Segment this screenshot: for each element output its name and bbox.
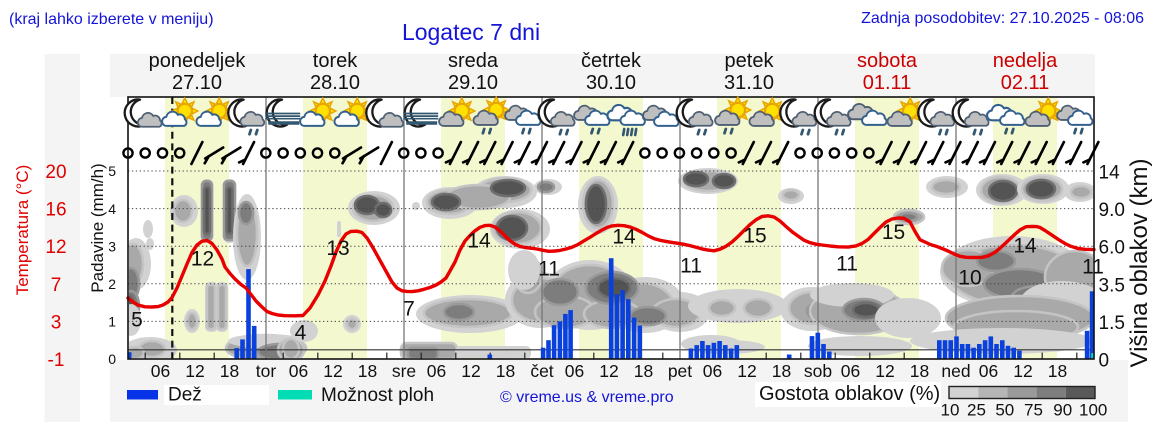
svg-text:18: 18 xyxy=(220,361,239,381)
svg-text:čet: čet xyxy=(530,361,553,381)
svg-text:31.10: 31.10 xyxy=(724,72,774,94)
svg-text:18: 18 xyxy=(910,361,929,381)
svg-text:7: 7 xyxy=(51,275,62,296)
svg-text:27.10: 27.10 xyxy=(172,72,222,94)
svg-text:14: 14 xyxy=(612,225,636,248)
svg-text:12: 12 xyxy=(461,361,480,381)
svg-text:06: 06 xyxy=(151,361,170,381)
svg-text:12: 12 xyxy=(737,361,756,381)
svg-text:16: 16 xyxy=(45,200,66,221)
svg-text:6.0: 6.0 xyxy=(1099,238,1125,259)
svg-text:4: 4 xyxy=(108,201,116,217)
svg-text:15: 15 xyxy=(743,224,766,247)
svg-text:1: 1 xyxy=(108,314,116,330)
svg-text:petek: petek xyxy=(725,50,775,72)
svg-text:4: 4 xyxy=(295,321,307,344)
svg-text:sreda: sreda xyxy=(448,50,499,72)
svg-text:11: 11 xyxy=(680,254,702,277)
svg-text:sobota: sobota xyxy=(857,50,918,72)
svg-text:© vreme.us & vreme.pro: © vreme.us & vreme.pro xyxy=(500,389,674,406)
svg-text:Višina oblakov (km): Višina oblakov (km) xyxy=(1126,159,1152,368)
svg-text:12: 12 xyxy=(45,237,66,258)
svg-text:0: 0 xyxy=(1099,351,1110,372)
svg-text:75: 75 xyxy=(1024,401,1043,420)
svg-text:25: 25 xyxy=(967,401,986,420)
svg-text:sre: sre xyxy=(392,361,416,381)
svg-text:12: 12 xyxy=(875,361,894,381)
svg-text:29.10: 29.10 xyxy=(448,72,498,94)
svg-text:Temperatura (°C): Temperatura (°C) xyxy=(13,165,32,296)
svg-text:Zadnja posodobitev: 27.10.2025: Zadnja posodobitev: 27.10.2025 - 08:06 xyxy=(861,10,1144,27)
svg-text:Logatec 7 dni: Logatec 7 dni xyxy=(402,19,540,45)
svg-text:Gostota oblakov (%): Gostota oblakov (%) xyxy=(759,383,940,405)
svg-text:nedelja: nedelja xyxy=(993,50,1058,72)
svg-text:18: 18 xyxy=(634,361,653,381)
svg-text:06: 06 xyxy=(427,361,446,381)
svg-text:14: 14 xyxy=(467,229,491,252)
svg-text:11: 11 xyxy=(538,257,560,280)
svg-text:10: 10 xyxy=(941,401,960,420)
svg-text:7: 7 xyxy=(403,297,415,320)
svg-text:06: 06 xyxy=(841,361,860,381)
svg-text:06: 06 xyxy=(703,361,722,381)
svg-text:torek: torek xyxy=(313,50,358,72)
svg-text:18: 18 xyxy=(358,361,377,381)
svg-text:18: 18 xyxy=(496,361,515,381)
svg-text:18: 18 xyxy=(1048,361,1067,381)
svg-text:06: 06 xyxy=(289,361,308,381)
svg-text:28.10: 28.10 xyxy=(310,72,360,94)
svg-text:-1: -1 xyxy=(48,350,65,371)
svg-text:Možnost ploh: Možnost ploh xyxy=(321,385,434,406)
svg-text:12: 12 xyxy=(1013,361,1032,381)
svg-text:3.5: 3.5 xyxy=(1099,275,1125,296)
svg-text:15: 15 xyxy=(882,221,905,244)
svg-text:tor: tor xyxy=(256,361,277,381)
svg-text:pet: pet xyxy=(668,361,692,381)
svg-text:3: 3 xyxy=(51,312,62,333)
svg-text:50: 50 xyxy=(995,401,1014,420)
svg-text:9.0: 9.0 xyxy=(1099,200,1125,221)
svg-text:12: 12 xyxy=(191,247,214,270)
svg-text:06: 06 xyxy=(565,361,584,381)
svg-text:sob: sob xyxy=(804,361,832,381)
svg-text:90: 90 xyxy=(1053,401,1072,420)
svg-text:(kraj lahko izberete v meniju): (kraj lahko izberete v meniju) xyxy=(9,11,214,28)
svg-text:1.5: 1.5 xyxy=(1099,313,1125,334)
svg-text:0: 0 xyxy=(108,351,116,367)
svg-text:Dež: Dež xyxy=(168,385,202,406)
svg-text:11: 11 xyxy=(1082,255,1104,278)
svg-text:13: 13 xyxy=(326,237,349,260)
svg-text:18: 18 xyxy=(772,361,791,381)
svg-text:Padavine (mm/h): Padavine (mm/h) xyxy=(88,163,107,292)
svg-text:2: 2 xyxy=(108,276,116,292)
svg-text:3: 3 xyxy=(108,238,116,254)
svg-text:ned: ned xyxy=(941,361,970,381)
svg-text:100: 100 xyxy=(1079,401,1107,420)
svg-text:12: 12 xyxy=(185,361,204,381)
svg-text:14: 14 xyxy=(1099,163,1121,184)
svg-text:20: 20 xyxy=(45,162,66,183)
svg-text:30.10: 30.10 xyxy=(586,72,636,94)
svg-text:06: 06 xyxy=(979,361,998,381)
svg-text:12: 12 xyxy=(323,361,342,381)
svg-text:četrtek: četrtek xyxy=(581,50,642,72)
svg-text:10: 10 xyxy=(958,266,981,289)
svg-text:5: 5 xyxy=(131,308,143,331)
svg-text:11: 11 xyxy=(836,252,858,275)
svg-text:14: 14 xyxy=(1013,234,1037,257)
svg-text:01.11: 01.11 xyxy=(863,72,912,94)
svg-text:ponedeljek: ponedeljek xyxy=(149,50,247,72)
svg-text:12: 12 xyxy=(599,361,618,381)
svg-text:5: 5 xyxy=(108,163,116,179)
svg-text:02.11: 02.11 xyxy=(1001,72,1050,94)
